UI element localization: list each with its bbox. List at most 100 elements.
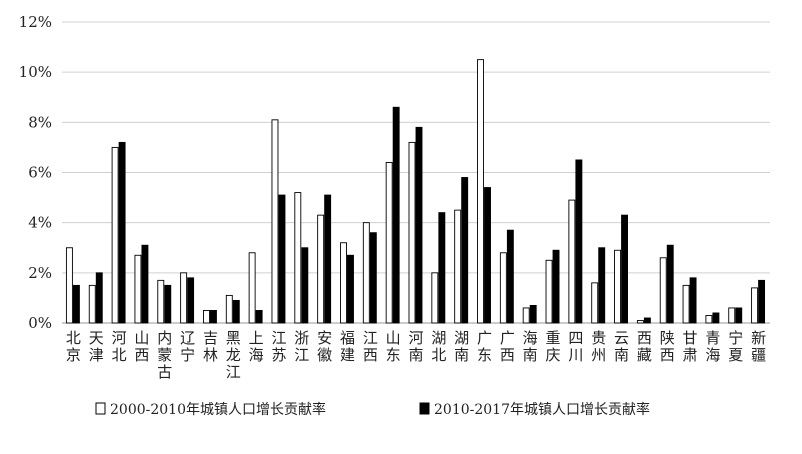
x-tick-label: 西	[637, 329, 652, 347]
bar-2000-2010	[614, 249, 621, 324]
bar-2000-2010	[499, 252, 507, 324]
legend-swatch-2000-2010	[95, 402, 106, 415]
bar-2010-2017	[758, 279, 766, 324]
x-tick-label: 西	[363, 346, 378, 364]
x-tick-label: 东	[477, 346, 492, 364]
x-tick-label: 徽	[317, 346, 332, 364]
bar-2010-2017	[621, 214, 628, 324]
bar-2000-2010	[682, 284, 690, 324]
bar-2000-2010	[659, 257, 667, 324]
bar-2010-2017	[210, 310, 217, 324]
x-tick-label: 湖	[454, 329, 469, 347]
bar-2000-2010	[522, 307, 530, 324]
x-tick-label: 京	[66, 346, 81, 364]
bar-2000-2010	[134, 254, 142, 324]
x-tick-label: 江	[271, 329, 286, 347]
bar-2010-2017	[232, 299, 240, 324]
x-tick-label: 南	[454, 346, 469, 364]
x-tick-label: 海	[249, 346, 264, 364]
x-tick-label: 黑	[226, 329, 241, 347]
bar-2010-2017	[278, 194, 286, 324]
bar-2010-2017	[141, 244, 149, 324]
bar-2000-2010	[157, 279, 165, 324]
bar-2000-2010	[317, 214, 325, 324]
x-tick-label: 州	[591, 346, 606, 364]
x-tick-label: 重	[546, 329, 561, 347]
bar-2000-2010	[568, 199, 576, 324]
y-tick-label: 4%	[28, 214, 52, 232]
y-tick-label: 6%	[28, 164, 52, 182]
bar-2000-2010	[751, 287, 759, 324]
x-tick-label: 河	[112, 329, 127, 347]
bar-2000-2010	[545, 259, 553, 324]
x-tick-label: 云	[614, 329, 629, 347]
bar-2010-2017	[643, 317, 651, 324]
bar-2000-2010	[248, 252, 256, 324]
bar-2010-2017	[598, 247, 606, 324]
x-tick-label: 上	[249, 329, 264, 347]
x-tick-label: 南	[614, 346, 629, 364]
bar-2000-2010	[225, 294, 233, 324]
x-tick-label: 新	[751, 329, 766, 347]
x-tick-label: 西	[660, 346, 675, 364]
y-tick-label: 10%	[19, 63, 52, 81]
bar-2010-2017	[689, 277, 697, 324]
x-tick-label: 宁	[728, 329, 743, 347]
x-tick-label: 四	[568, 329, 583, 347]
x-tick-label: 北	[112, 346, 127, 364]
bar-2010-2017	[392, 106, 400, 324]
x-tick-label: 青	[705, 329, 720, 347]
x-tick-label: 湖	[431, 329, 446, 347]
legend-label-2000-2010: 2000-2010年城镇人口增长贡献率	[110, 401, 326, 418]
x-tick-label: 浙	[294, 329, 309, 347]
x-tick-label: 江	[363, 329, 378, 347]
y-tick-label: 2%	[28, 264, 52, 282]
y-tick-label: 0%	[28, 314, 52, 332]
y-axis: 0% 2% 4% 6% 8% 10% 12%	[19, 13, 770, 332]
x-tick-label: 山	[134, 329, 149, 347]
bar-2010-2017	[187, 277, 195, 324]
bar-2000-2010	[431, 272, 439, 324]
x-tick-label: 海	[705, 346, 720, 364]
x-tick-label: 宁	[180, 346, 195, 364]
legend-label-2010-2017: 2010-2017年城镇人口增长贡献率	[434, 401, 650, 418]
x-tick-label: 辽	[180, 329, 195, 347]
bar-2000-2010	[203, 310, 210, 324]
x-tick-label: 东	[386, 346, 401, 364]
bar-2000-2010	[65, 247, 73, 324]
bar-2010-2017	[324, 194, 332, 324]
bar-2000-2010	[385, 162, 393, 324]
x-tick-label: 古	[157, 363, 172, 381]
x-tick-label: 甘	[683, 329, 698, 347]
x-tick-label: 西	[500, 346, 515, 364]
x-tick-label: 福	[340, 329, 355, 347]
x-tick-label: 河	[408, 329, 423, 347]
x-tick-label: 肃	[683, 346, 698, 364]
bar-2000-2010	[294, 192, 302, 324]
bar-2010-2017	[712, 312, 720, 324]
x-tick-label: 海	[523, 329, 538, 347]
x-tick-label: 北	[431, 346, 446, 364]
bar-2010-2017	[255, 310, 263, 324]
bar-2000-2010	[477, 59, 484, 324]
legend-swatch-2010-2017	[419, 402, 430, 415]
x-tick-label: 天	[89, 329, 104, 347]
x-tick-label: 蒙	[157, 346, 172, 364]
bar-2010-2017	[666, 244, 674, 324]
x-tick-label: 藏	[637, 346, 652, 364]
x-tick-label: 广	[500, 329, 515, 347]
x-tick-label: 吉	[203, 329, 218, 347]
legend: 2000-2010年城镇人口增长贡献率 2010-2017年城镇人口增长贡献率	[95, 401, 650, 418]
bar-2010-2017	[369, 232, 377, 324]
x-tick-label: 广	[477, 329, 492, 347]
bar-2010-2017	[575, 159, 583, 324]
bar-2000-2010	[271, 119, 279, 324]
bar-2010-2017	[347, 254, 354, 324]
bar-2000-2010	[362, 222, 370, 324]
y-tick-label: 8%	[28, 113, 52, 131]
bar-2010-2017	[301, 247, 309, 324]
x-axis-labels: 北京天津河北山西内蒙古辽宁吉林黑龙江上海江苏浙江安徽福建江西山东河南湖北湖南广东…	[66, 329, 766, 381]
bar-2000-2010	[591, 282, 599, 324]
bar-2010-2017	[484, 187, 491, 324]
